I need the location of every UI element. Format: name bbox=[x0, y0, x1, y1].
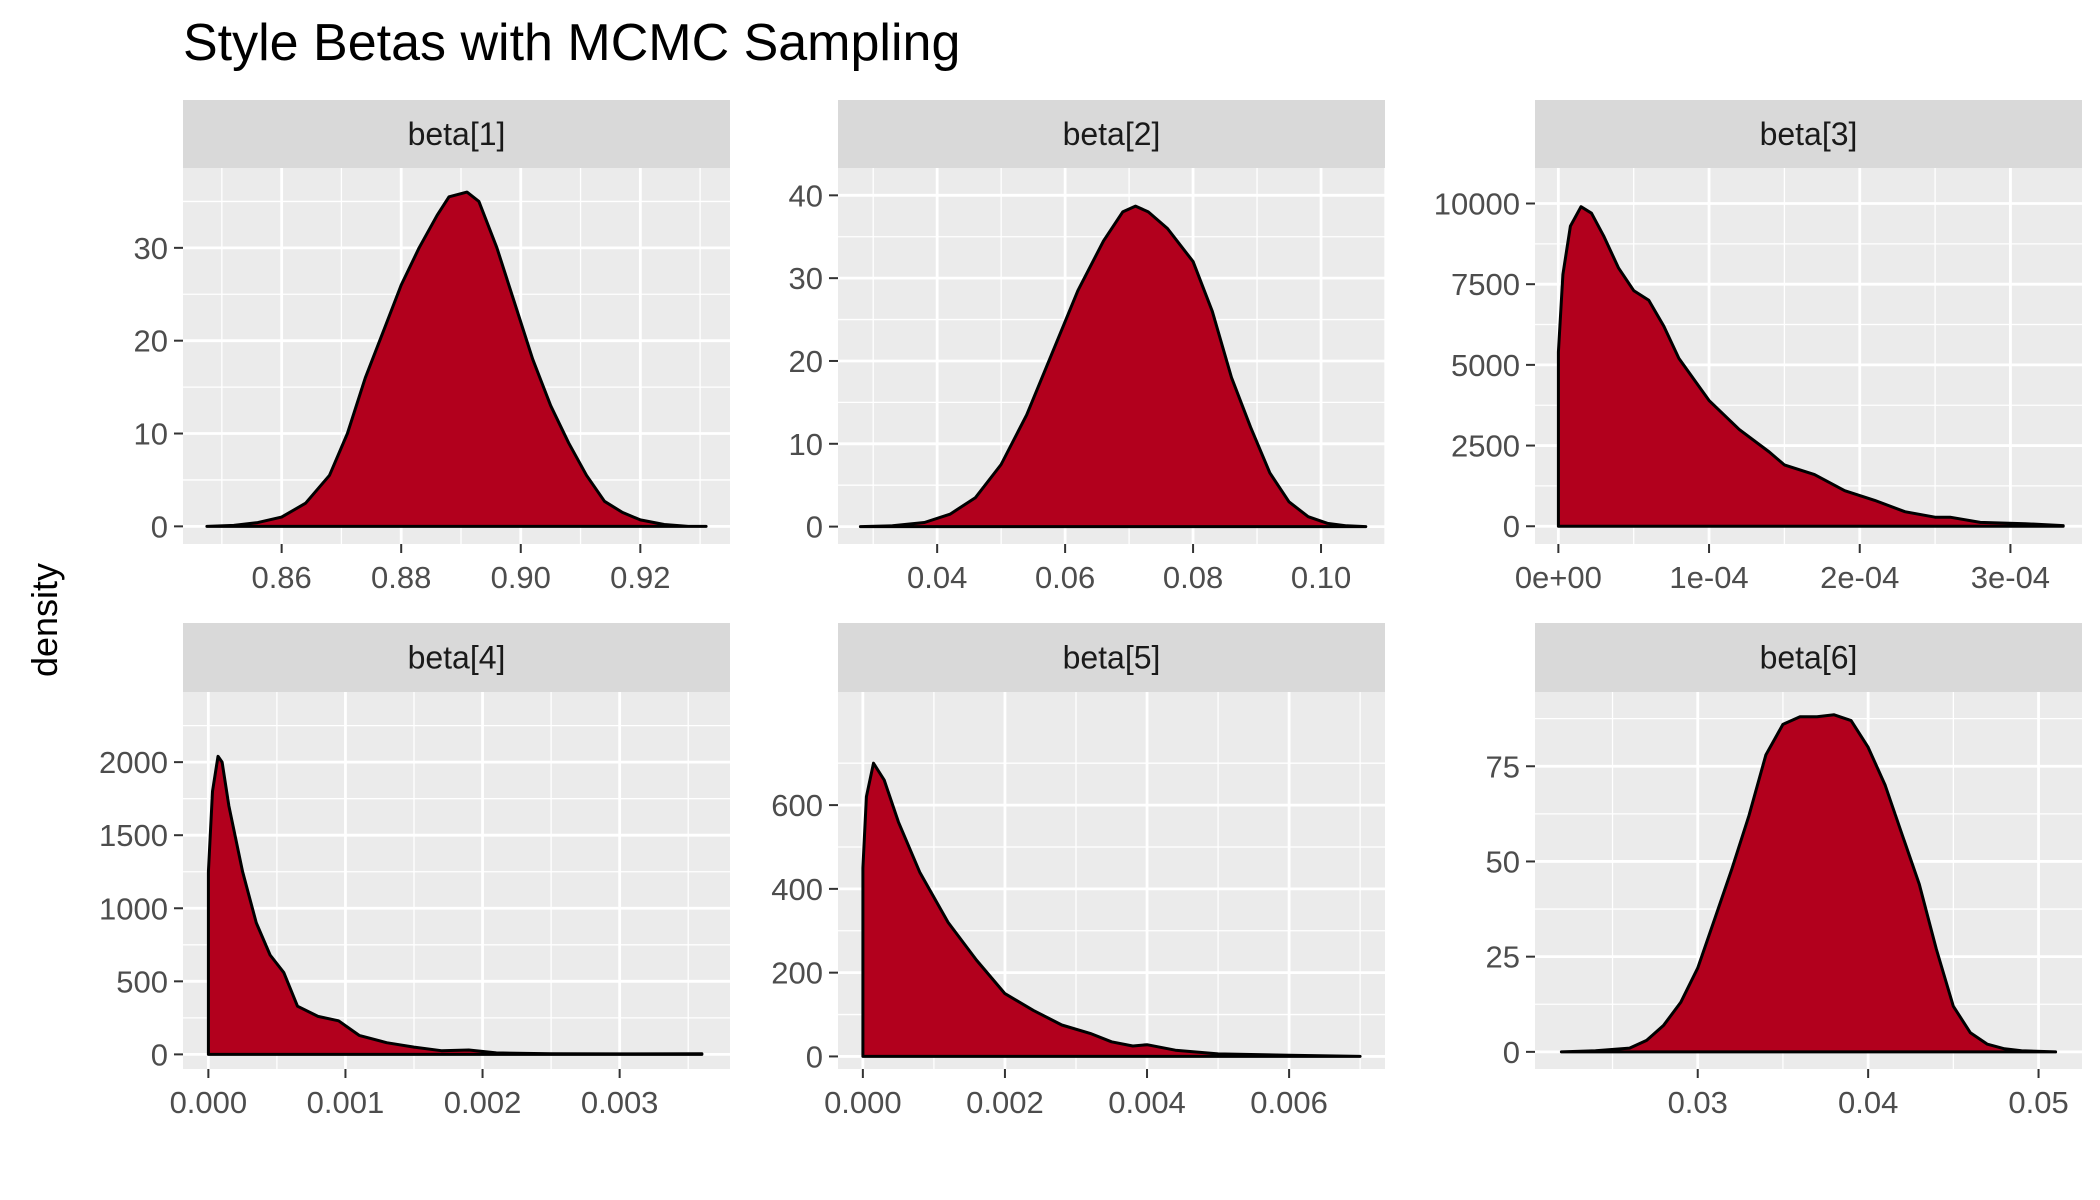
y-tick-label: 30 bbox=[134, 231, 168, 266]
density-area bbox=[861, 761, 1362, 1058]
x-tick-label: 0.004 bbox=[1108, 1085, 1186, 1120]
facet-strip bbox=[183, 623, 730, 692]
facet-strip-label: beta[1] bbox=[408, 116, 506, 152]
facet-strip bbox=[1535, 623, 2082, 692]
y-tick-label: 20 bbox=[134, 324, 168, 359]
y-axis-label: density bbox=[24, 563, 65, 677]
facet-strip-label: beta[3] bbox=[1760, 116, 1858, 152]
y-tick-label: 40 bbox=[789, 178, 823, 213]
facet-strip-label: beta[2] bbox=[1063, 116, 1161, 152]
facet-panel: beta[3] 0 2500 5000 7500 10000 0e+00 1e-04 2e-04… bbox=[1434, 100, 2082, 595]
x-tick-label: 0.90 bbox=[491, 560, 551, 595]
x-tick-label: 0.000 bbox=[170, 1085, 248, 1120]
y-tick-label: 10 bbox=[789, 427, 823, 462]
y-tick-label: 0 bbox=[151, 509, 168, 544]
x-tick-label: 0.06 bbox=[1035, 560, 1095, 595]
facet-strip bbox=[838, 623, 1385, 692]
x-tick-label: 0.006 bbox=[1250, 1085, 1328, 1120]
y-tick-label: 0 bbox=[806, 1039, 823, 1074]
facet-strip-label: beta[6] bbox=[1760, 640, 1858, 676]
x-tick-label: 1e-04 bbox=[1669, 560, 1748, 595]
density-area bbox=[1556, 205, 2065, 528]
x-tick-label: 0.001 bbox=[307, 1085, 385, 1120]
facet-strip bbox=[1535, 100, 2082, 168]
y-tick-label: 2500 bbox=[1451, 429, 1520, 464]
x-tick-label: 2e-04 bbox=[1820, 560, 1899, 595]
y-tick-label: 0 bbox=[151, 1037, 168, 1072]
x-tick-label: 0.88 bbox=[371, 560, 431, 595]
y-tick-label: 10 bbox=[134, 417, 168, 452]
y-tick-label: 20 bbox=[789, 344, 823, 379]
y-tick-label: 0 bbox=[1503, 509, 1520, 544]
facet-panel: beta[6] 0 25 50 75 0.03 0.04 0.05 bbox=[1486, 623, 2082, 1120]
density-area bbox=[858, 204, 1368, 529]
x-tick-label: 0.03 bbox=[1668, 1085, 1728, 1120]
facet-panel: beta[1] 0 10 20 30 0.86 0.88 0.90 0.92 bbox=[134, 100, 730, 595]
y-tick-label: 0 bbox=[806, 510, 823, 545]
x-tick-label: 0.04 bbox=[1838, 1085, 1898, 1120]
y-tick-label: 600 bbox=[771, 788, 823, 823]
facet-strip-label: beta[4] bbox=[408, 640, 506, 676]
y-tick-label: 25 bbox=[1486, 940, 1520, 975]
facet-strip-label: beta[5] bbox=[1063, 640, 1161, 676]
y-tick-label: 1000 bbox=[99, 891, 168, 926]
y-tick-label: 10000 bbox=[1434, 187, 1520, 222]
x-tick-label: 0.05 bbox=[2008, 1085, 2068, 1120]
facet-panel: beta[2] 0 10 20 30 40 0.04 0.06 0.08 0.10 bbox=[789, 100, 1386, 595]
y-tick-label: 75 bbox=[1486, 749, 1520, 784]
density-area bbox=[206, 754, 704, 1056]
y-tick-label: 1500 bbox=[99, 818, 168, 853]
facet-panel: beta[4] 0 500 1000 1500 2000 0.000 0.001 0.002 0.… bbox=[99, 623, 730, 1120]
x-tick-label: 3e-04 bbox=[1971, 560, 2050, 595]
density-area bbox=[205, 190, 708, 528]
x-tick-label: 0.002 bbox=[966, 1085, 1044, 1120]
y-tick-label: 200 bbox=[771, 956, 823, 991]
x-tick-label: 0.002 bbox=[444, 1085, 522, 1120]
y-tick-label: 400 bbox=[771, 872, 823, 907]
y-tick-label: 5000 bbox=[1451, 348, 1520, 383]
y-tick-label: 30 bbox=[789, 261, 823, 296]
x-tick-label: 0e+00 bbox=[1515, 560, 1602, 595]
x-tick-label: 0.86 bbox=[251, 560, 311, 595]
y-tick-label: 500 bbox=[116, 964, 168, 999]
facet-strip bbox=[183, 100, 730, 168]
x-tick-label: 0.003 bbox=[581, 1085, 659, 1120]
y-tick-label: 2000 bbox=[99, 745, 168, 780]
y-tick-label: 7500 bbox=[1451, 267, 1520, 302]
y-tick-label: 50 bbox=[1486, 844, 1520, 879]
y-tick-label: 0 bbox=[1503, 1035, 1520, 1070]
x-tick-label: 0.04 bbox=[907, 560, 967, 595]
facet-strip bbox=[838, 100, 1385, 168]
x-tick-label: 0.000 bbox=[824, 1085, 902, 1120]
x-tick-label: 0.10 bbox=[1291, 560, 1351, 595]
facet-grid: beta[1] 0 10 20 30 0.86 0.88 0.90 0.92 beta[2] 0 10… bbox=[99, 100, 2082, 1120]
chart-title: Style Betas with MCMC Sampling bbox=[183, 14, 960, 72]
x-tick-label: 0.08 bbox=[1163, 560, 1223, 595]
density-area bbox=[1559, 713, 2058, 1054]
facet-panel: beta[5] 0 200 400 600 0.000 0.002 0.004 0.006 bbox=[771, 623, 1385, 1120]
x-tick-label: 0.92 bbox=[610, 560, 670, 595]
